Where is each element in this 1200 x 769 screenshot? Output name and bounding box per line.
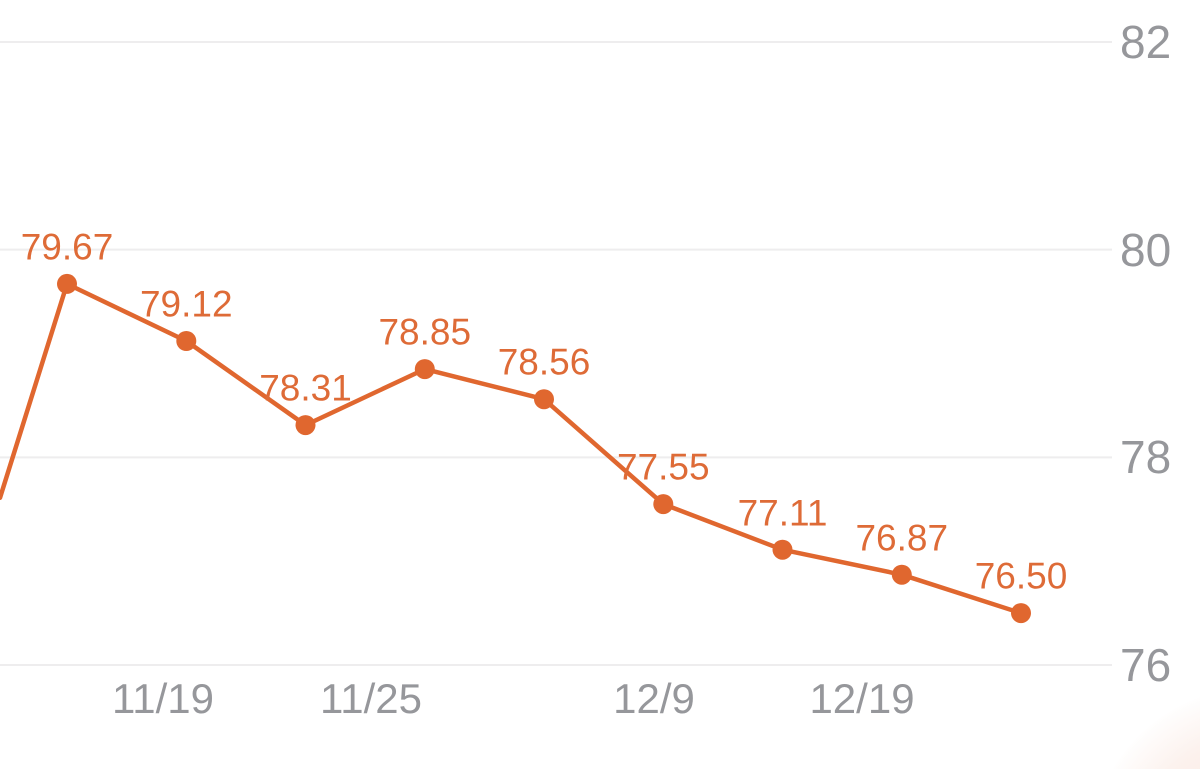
- point-value-label: 77.55: [616, 446, 710, 488]
- point-value-label: 78.56: [497, 341, 591, 383]
- data-point-marker: [414, 359, 435, 380]
- point-value-label: 79.67: [20, 226, 114, 268]
- data-point-marker: [176, 331, 197, 351]
- data-point-marker: [534, 389, 554, 410]
- x-axis-tick-label: 12/9: [613, 675, 695, 722]
- data-point-marker: [1011, 603, 1031, 624]
- price-line: [0, 281, 1024, 616]
- y-axis-tick-label: 76: [1120, 639, 1172, 691]
- point-value-label: 76.50: [974, 555, 1068, 597]
- x-axis-tick-label: 12/19: [809, 675, 915, 722]
- point-value-label: 78.31: [259, 367, 352, 409]
- data-point-marker: [295, 415, 316, 436]
- data-point-marker: [57, 273, 77, 294]
- x-axis-tick-label: 11/19: [112, 675, 214, 722]
- data-point-marker: [653, 494, 674, 515]
- data-point-marker: [891, 564, 912, 585]
- data-point-marker: [772, 539, 793, 560]
- y-axis-tick-label: 82: [1120, 16, 1172, 68]
- point-value-label: 76.87: [855, 517, 949, 559]
- x-axis-tick-label: 11/25: [320, 675, 422, 722]
- point-value-label: 77.11: [737, 492, 828, 534]
- point-value-label: 79.12: [139, 283, 233, 325]
- y-axis-tick-label: 78: [1120, 431, 1172, 484]
- point-value-label: 78.85: [378, 311, 472, 353]
- y-axis-tick-label: 80: [1120, 223, 1172, 276]
